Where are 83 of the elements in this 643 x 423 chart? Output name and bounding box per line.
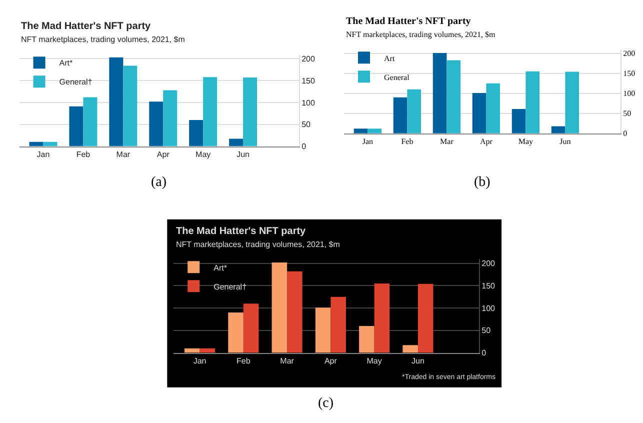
y-tick-label: 0 [302,142,307,152]
bar [184,348,200,353]
bar [368,128,382,134]
bar [393,97,408,134]
chart-title: The Mad Hatter's NFT party [21,21,152,32]
y-tick-label: 100 [482,304,496,313]
bar [229,138,244,146]
bar [83,97,98,146]
legend-label: General† [214,282,247,292]
x-tick-label: Jan [193,356,206,366]
x-tick-label: Jun [411,356,424,366]
legend-label: General† [59,78,92,87]
legend-label: Art* [214,263,227,272]
bar [446,60,461,134]
bar [29,142,44,146]
y-tick-label: 100 [623,89,636,98]
bar [512,109,526,134]
text: (c) [318,396,334,411]
y-tick-label: 150 [623,69,636,78]
bar [243,78,258,146]
x-tick-label: Apr [156,150,170,159]
x-tick-label: Jun [236,150,250,159]
y-tick-label: 100 [302,98,316,108]
x-tick-label: Feb [236,356,251,366]
bar [43,142,58,146]
text: (b) [474,175,491,190]
chart-subtitle: NFT marketplaces, trading volumes, 2021, $m [21,35,186,44]
y-tick-label: 200 [623,49,636,58]
text: (a) [151,175,167,190]
x-tick-label: May [366,356,382,366]
bar [228,312,244,353]
x-tick-label: Feb [76,150,91,159]
bar [163,90,178,146]
bar [287,271,302,353]
bar [551,126,566,134]
bar [402,345,418,353]
chart-subtitle: NFT marketplaces, trading volumes, 2021, $m [346,30,496,39]
chart-title: The Mad Hatter's NFT party [176,226,306,237]
bar [418,284,434,353]
bar [432,53,447,134]
x-tick-label: May [196,150,211,159]
x-tick-label: Mar [280,356,294,366]
bar [123,66,138,146]
bar [407,89,422,134]
bar [109,57,124,146]
bar [203,77,218,146]
y-tick-label: 200 [482,259,496,268]
chart-title: The Mad Hatter's NFT party [346,16,471,27]
bar [69,106,84,146]
bar [243,304,259,353]
x-tick-label: Apr [324,356,338,366]
bar [354,128,368,134]
bar [189,120,204,146]
y-tick-label: 50 [623,109,632,118]
legend-label: Art* [59,58,73,68]
x-tick-label: Jan [36,150,50,159]
x-tick-label: Feb [401,137,414,146]
bar [272,262,288,353]
x-tick-label: Mar [440,137,454,146]
y-tick-label: 50 [302,120,312,130]
x-tick-label: Jan [362,137,374,146]
bar [526,71,540,134]
y-tick-label: 0 [623,129,628,138]
bar [472,93,486,134]
legend-label: Art [384,54,396,63]
bar [486,83,500,134]
x-tick-label: May [518,137,534,146]
x-tick-label: Apr [480,137,493,146]
bar [565,72,580,134]
chart-subtitle: NFT marketplaces, trading volumes, 2021, $m [176,240,340,249]
y-tick-label: 200 [302,54,316,64]
legend-label: General [384,72,410,82]
y-tick-label: 150 [302,76,316,86]
bar [359,326,374,353]
x-tick-label: Jun [560,137,571,146]
y-tick-label: 150 [482,282,496,291]
y-tick-label: 50 [482,326,492,336]
bar [149,102,164,146]
bar [374,283,390,353]
bar [330,296,346,353]
y-tick-label: 0 [482,348,487,358]
bar [315,308,331,353]
x-tick-label: Mar [116,150,130,159]
